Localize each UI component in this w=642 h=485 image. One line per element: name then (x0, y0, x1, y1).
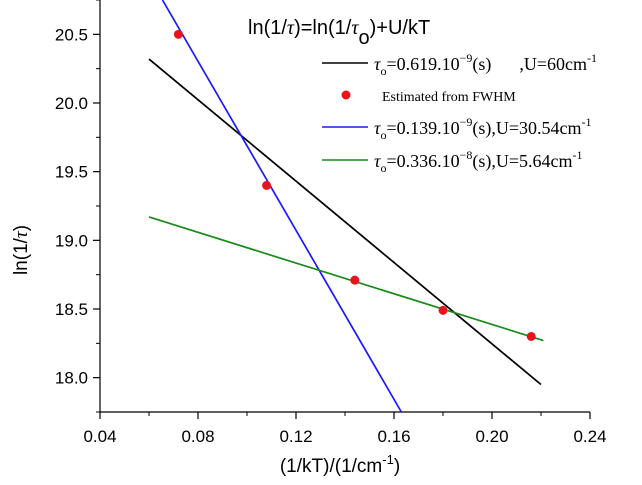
y-tick-label: 19.5 (55, 163, 88, 182)
legend-label-points: Estimated from FWHM (382, 90, 516, 105)
x-tick-label: 0.04 (83, 427, 116, 446)
fit-lines (148, 0, 544, 413)
y-tick-label: 18.5 (55, 300, 88, 319)
y-tick-label: 19.0 (55, 231, 88, 250)
x-tick-label: 0.08 (181, 427, 214, 446)
chart-title: ln(1/τ)=ln(1/τo)+U/kT (248, 17, 430, 49)
y-tick-label: 20.0 (55, 94, 88, 113)
y-tick-label: 20.5 (55, 25, 88, 44)
legend-label-green: τo=0.336.10−8(s),U=5.64cm-1 (374, 148, 583, 175)
x-tick-label: 0.16 (377, 427, 410, 446)
x-tick-label: 0.24 (573, 427, 606, 446)
x-axis-label: (1/kT)/(1/cm-1) (280, 452, 400, 477)
fit-line-green (148, 216, 544, 342)
data-point (262, 180, 272, 190)
data-points (173, 29, 536, 341)
x-tick-label: 0.20 (475, 427, 508, 446)
y-axis-label: ln(1/τ) (11, 225, 32, 275)
fit-line-black (148, 58, 542, 386)
data-point (173, 29, 183, 39)
data-point (350, 275, 360, 285)
fit-line-blue (161, 0, 403, 413)
y-tick-label: 18.0 (55, 369, 88, 388)
x-tick-label: 0.12 (279, 427, 312, 446)
legend-label-blue: τo=0.139.10−9(s),U=30.54cm-1 (374, 115, 592, 142)
plot-frame (99, 0, 590, 413)
legend: τo=0.619.10−9(s) ,U=60cm-1 Estimated from… (322, 51, 597, 175)
axis-ticks: 0.04 0.08 0.12 0.16 0.20 0.24 18.0 18.5 19.0 19.5… (55, 0, 607, 446)
data-point (526, 331, 536, 341)
data-point (438, 305, 448, 315)
legend-marker-points (341, 90, 351, 100)
legend-label-black: τo=0.619.10−9(s) ,U=60cm-1 (374, 51, 597, 78)
